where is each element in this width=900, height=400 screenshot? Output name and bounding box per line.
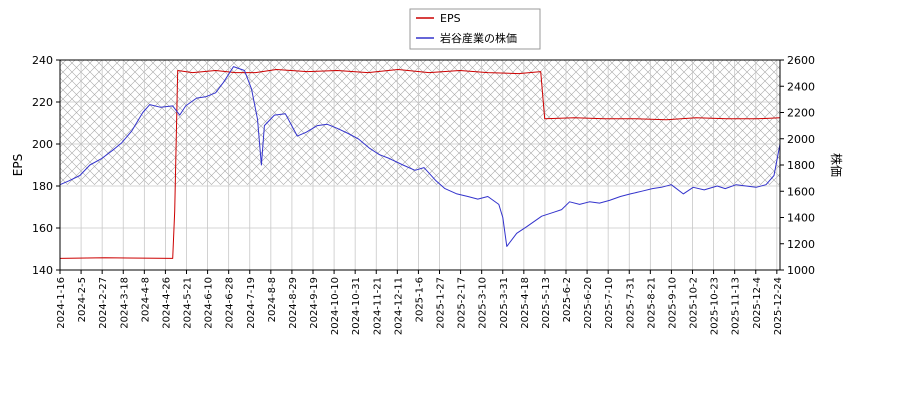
x-tick-label: 2025-7-10 (604, 277, 615, 329)
x-tick-label: 2025-12-4 (752, 277, 763, 329)
legend-label-eps: EPS (440, 12, 461, 25)
left-tick-label: 140 (32, 264, 53, 277)
right-axis: 1000 1200 1400 1600 1800 2000 2200 2400 2600 (780, 54, 815, 277)
right-tick-label: 2600 (787, 54, 815, 67)
x-tick-label: 2024-3-18 (119, 277, 130, 329)
x-tick-label: 2025-9-10 (667, 277, 678, 329)
right-tick-label: 1800 (787, 159, 815, 172)
right-axis-label: 株価 (829, 153, 844, 177)
x-tick-label: 2025-8-21 (646, 277, 657, 329)
right-tick-label: 1400 (787, 212, 815, 225)
legend-label-price: 岩谷産業の株価 (440, 31, 517, 45)
x-tick-label: 2025-12-24 (773, 277, 784, 335)
x-tick-label: 2025-6-20 (583, 277, 594, 329)
x-tick-label: 2024-1-16 (56, 277, 67, 329)
legend-box (409, 8, 541, 50)
x-tick-label: 2024-7-19 (246, 277, 257, 329)
left-axis: 140 160 180 200 220 240 (32, 54, 60, 277)
x-tick-label: 2024-5-21 (183, 277, 194, 329)
x-tick-label: 2024-8-8 (267, 277, 278, 322)
legend: EPS 岩谷産業の株価 (409, 8, 541, 50)
x-tick-label: 2024-8-29 (288, 277, 299, 329)
series-line-eps (60, 69, 780, 259)
series-line-price (60, 66, 780, 247)
left-tick-label: 200 (32, 138, 53, 151)
x-tick-label: 2025-2-17 (457, 277, 468, 329)
right-tick-label: 1200 (787, 238, 815, 251)
x-tick-label: 2024-4-8 (140, 277, 151, 322)
right-tick-label: 2000 (787, 133, 815, 146)
x-tick-label: 2024-9-19 (309, 277, 320, 329)
x-tick-label: 2025-4-18 (520, 277, 531, 329)
series-layer (60, 66, 780, 259)
x-tick-label: 2024-10-31 (351, 277, 362, 335)
x-tick-label: 2024-4-26 (161, 277, 172, 329)
right-tick-label: 1600 (787, 185, 815, 198)
x-tick-label: 2024-2-27 (98, 277, 109, 329)
x-tick-label: 2024-11-21 (372, 277, 383, 335)
left-tick-label: 220 (32, 96, 53, 109)
right-tick-label: 1000 (787, 264, 815, 277)
x-tick-label: 2025-10-23 (710, 277, 721, 335)
left-axis-label: EPS (11, 154, 25, 176)
x-tick-label: 2025-1-27 (436, 277, 447, 329)
grid (59, 59, 780, 271)
x-tick-label: 2025-1-6 (414, 277, 425, 322)
hatched-band (60, 60, 780, 185)
right-tick-label: 2400 (787, 80, 815, 93)
left-tick-label: 160 (32, 222, 53, 235)
x-tick-label: 2025-5-13 (541, 277, 552, 329)
x-tick-label: 2025-10-2 (689, 277, 700, 329)
x-tick-label: 2024-6-10 (204, 277, 215, 329)
x-tick-label: 2025-3-10 (478, 277, 489, 329)
right-tick-label: 2200 (787, 107, 815, 120)
x-tick-label: 2024-12-11 (393, 277, 404, 335)
x-tick-label: 2025-6-2 (562, 277, 573, 322)
x-tick-label: 2025-7-31 (625, 277, 636, 329)
x-tick-label: 2024-10-10 (330, 277, 341, 335)
x-tick-label: 2025-3-31 (499, 277, 510, 329)
x-tick-label: 2024-6-28 (225, 277, 236, 329)
left-tick-label: 180 (32, 180, 53, 193)
x-axis: 2024-1-16 2024-2-5 2024-2-27 2024-3-18 2024-… (56, 270, 784, 335)
left-tick-label: 240 (32, 54, 53, 67)
x-tick-label: 2024-2-5 (77, 277, 88, 322)
x-tick-label: 2025-11-13 (731, 277, 742, 335)
